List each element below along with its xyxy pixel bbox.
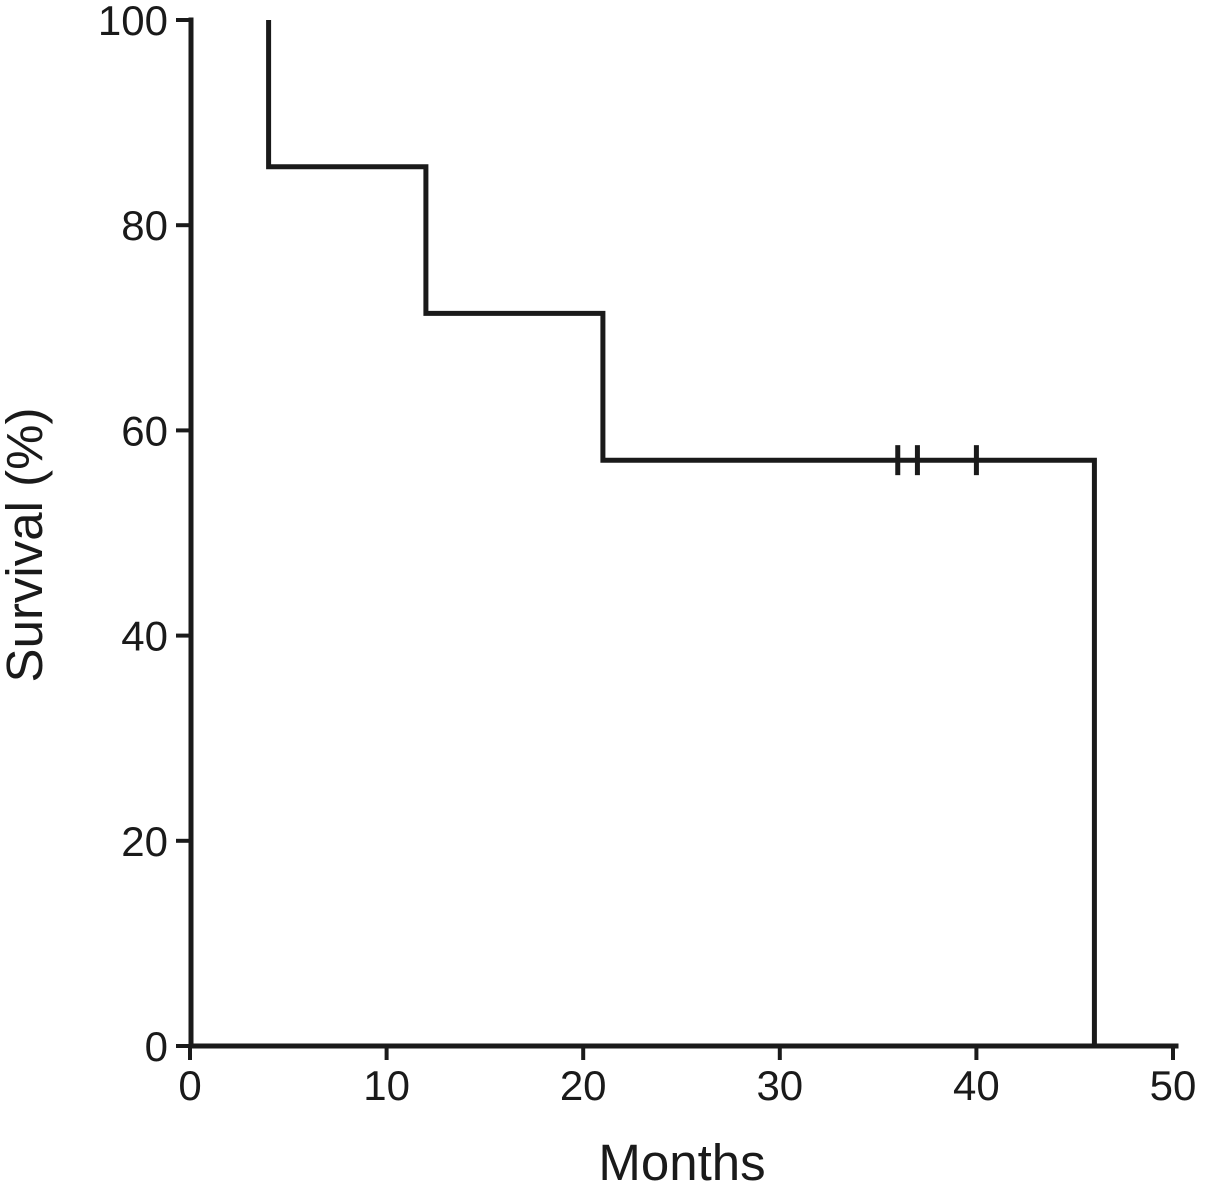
x-tick-label: 20 [560, 1062, 607, 1109]
y-tick-label: 0 [145, 1023, 168, 1070]
survival-curve [266, 20, 1097, 1046]
x-tick-label: 10 [363, 1062, 410, 1109]
x-tick-label: 30 [756, 1062, 803, 1109]
x-tick-label: 40 [953, 1062, 1000, 1109]
y-tick-label: 20 [121, 818, 168, 865]
x-axis-tick-labels: 0 10 20 30 40 50 [178, 1062, 1196, 1109]
x-tick-label: 50 [1150, 1062, 1197, 1109]
x-tick-label: 0 [178, 1062, 201, 1109]
y-axis-tick-labels: 0 20 40 60 80 100 [98, 0, 168, 1070]
y-tick-label: 80 [121, 202, 168, 249]
censor-marks [895, 445, 979, 476]
x-axis-title: Months [598, 1134, 765, 1191]
y-tick-label: 100 [98, 0, 168, 44]
axes [188, 17, 1179, 1049]
y-axis-ticks [176, 18, 189, 1048]
y-tick-label: 60 [121, 407, 168, 454]
y-tick-label: 40 [121, 613, 168, 660]
y-axis-title: Survival (%) [0, 408, 53, 683]
x-axis-ticks [188, 1048, 1175, 1060]
